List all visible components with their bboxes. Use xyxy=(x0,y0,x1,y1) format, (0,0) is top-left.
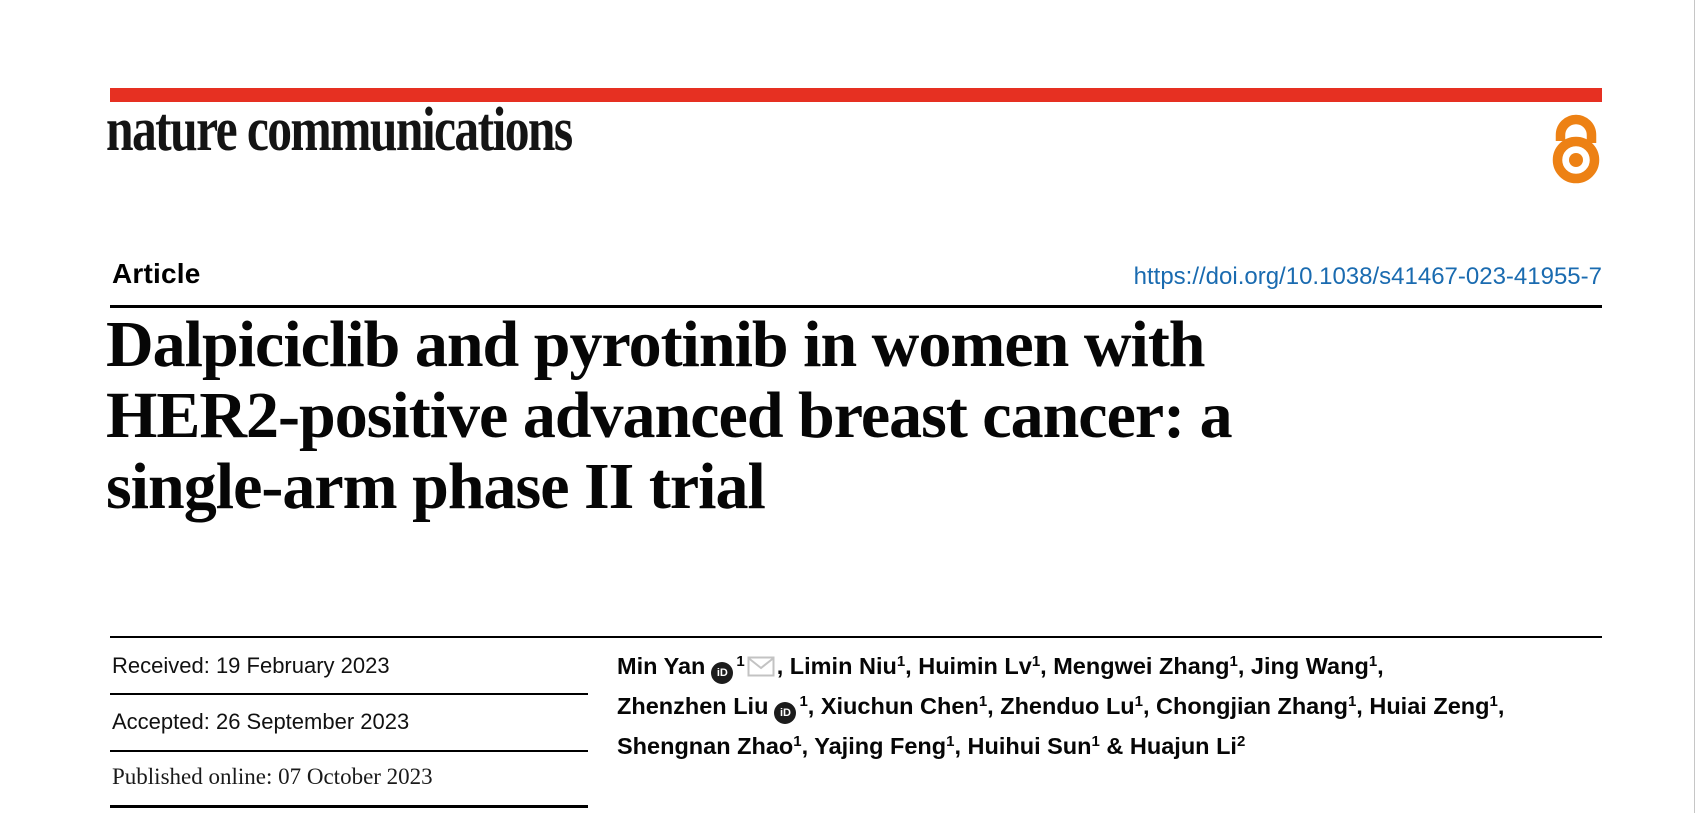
orcid-icon[interactable]: iD xyxy=(711,662,734,684)
journal-accent-bar xyxy=(110,88,1602,102)
title-line-1: Dalpiciclib and pyrotinib in women with xyxy=(106,308,1206,381)
author-name-text: , Limin Niu xyxy=(776,653,897,679)
author-name-text: Min Yan xyxy=(617,653,706,679)
orcid-icon[interactable]: iD xyxy=(774,702,797,724)
affiliation-superscript: 1 xyxy=(1091,733,1100,750)
header-divider-rule xyxy=(110,305,1602,308)
author-name-text: Zhenzhen Liu xyxy=(617,693,769,719)
title-divider-rule xyxy=(110,636,1602,638)
history-rule-3 xyxy=(110,805,588,808)
affiliation-superscript: 1 xyxy=(793,733,802,750)
affiliation-superscript: 1 xyxy=(1347,693,1357,710)
affiliation-superscript: 1 xyxy=(1229,653,1238,670)
affiliation-superscript: 1 xyxy=(1368,653,1378,670)
affiliation-superscript: 1 xyxy=(896,653,906,670)
author-name-text: , Xiuchun Chen xyxy=(807,693,979,719)
article-type-label: Article xyxy=(112,258,201,289)
affiliation-superscript: 1 xyxy=(799,693,808,710)
author-line: Min Yan iD1, Limin Niu1, Huimin Lv1, Meng… xyxy=(617,648,1617,688)
open-access-icon xyxy=(1552,114,1600,184)
page-right-edge xyxy=(1694,0,1695,813)
history-rule-1 xyxy=(110,693,588,695)
author-list: Min Yan iD1, Limin Niu1, Huimin Lv1, Meng… xyxy=(617,648,1617,768)
author-name-text: , Chongjian Zhang xyxy=(1143,693,1348,719)
author-name-text: , Jing Wang xyxy=(1237,653,1369,679)
affiliation-superscript: 2 xyxy=(1236,733,1246,750)
author-name-text: , xyxy=(1497,693,1505,719)
author-name-text: , Huimin Lv xyxy=(905,653,1032,679)
author-line: Zhenzhen Liu iD1, Xiuchun Chen1, Zhenduo … xyxy=(617,688,1617,728)
published-date: Published online: 07 October 2023 xyxy=(112,764,433,789)
envelope-icon[interactable] xyxy=(747,651,775,688)
accepted-date: Accepted: 26 September 2023 xyxy=(112,709,410,734)
author-name-text: , Mengwei Zhang xyxy=(1040,653,1230,679)
title-line-2: HER2-positive advanced breast cancer: a xyxy=(106,379,1233,452)
received-date: Received: 19 February 2023 xyxy=(112,653,390,678)
author-name-text: , xyxy=(1377,653,1384,679)
affiliation-superscript: 1 xyxy=(1489,693,1498,710)
author-name-text: , Zhenduo Lu xyxy=(987,693,1135,719)
affiliation-superscript: 1 xyxy=(1031,653,1041,670)
author-line: Shengnan Zhao1, Yajing Feng1, Huihui Sun… xyxy=(617,728,1617,768)
title-line-3: single-arm phase II trial xyxy=(106,450,766,523)
journal-logo: nature communications xyxy=(106,96,573,164)
author-name-text: , Huiai Zeng xyxy=(1356,693,1490,719)
affiliation-superscript: 1 xyxy=(1134,693,1143,710)
author-name-text: & Huajun Li xyxy=(1099,733,1237,759)
author-name-text: , Yajing Feng xyxy=(801,733,947,759)
affiliation-superscript: 1 xyxy=(978,693,988,710)
affiliation-superscript: 1 xyxy=(736,653,745,670)
history-rule-2 xyxy=(110,750,588,752)
author-name-text: , Huihui Sun xyxy=(954,733,1092,759)
article-title: Dalpiciclib and pyrotinib in women with … xyxy=(106,309,1586,522)
affiliation-superscript: 1 xyxy=(946,733,955,750)
author-name-text: Shengnan Zhao xyxy=(617,733,794,759)
doi-link[interactable]: https://doi.org/10.1038/s41467-023-41955… xyxy=(1133,263,1602,290)
